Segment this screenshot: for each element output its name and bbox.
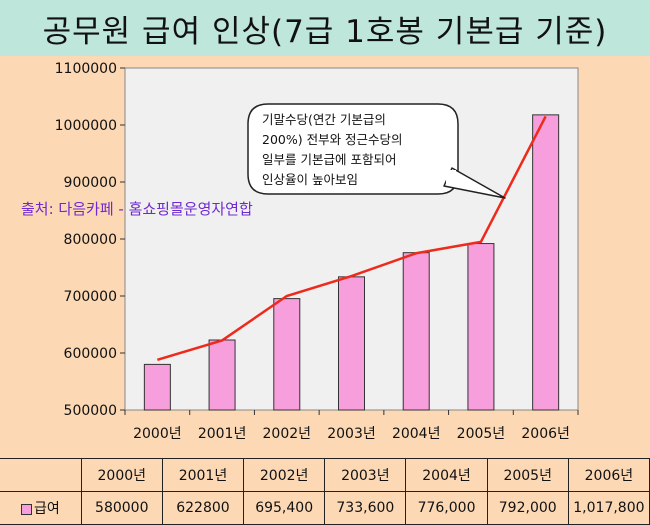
x-tick-label: 2000년 [133, 426, 182, 442]
table-cell: 622800 [161, 491, 245, 525]
x-tick-label: 2005년 [457, 426, 506, 442]
callout-line: 일부를 기본급에 포함되어 [262, 152, 396, 167]
y-tick-label: 800000 [64, 232, 117, 248]
bar [208, 339, 236, 411]
bar [402, 252, 430, 411]
table-header-cell: 2004년 [405, 458, 488, 492]
series-name: 급여 [33, 501, 60, 517]
table-header-cell: 2006년 [567, 458, 650, 492]
table-cell: 733,600 [324, 491, 407, 525]
bar [467, 243, 495, 411]
x-axis-labels: 2000년 2001년 2002년 2003년 2004년 2005년 2006년 [124, 410, 579, 442]
callout-bubble [247, 103, 459, 195]
callout-line: 200%) 전부와 정근수당의 [262, 132, 403, 147]
table-header-cell: 2001년 [161, 458, 245, 492]
source-note: 출처: 다음카페 - 홈쇼핑몰운영자연합 [21, 200, 253, 218]
table-header-cell: 2000년 [80, 458, 163, 492]
x-tick-label: 2004년 [392, 426, 441, 442]
table-corner-cell [0, 458, 82, 492]
y-tick-label: 1000000 [55, 118, 117, 134]
x-tick-label: 2001년 [198, 426, 247, 442]
y-tick-label: 900000 [64, 175, 117, 191]
table-header-row: 2000년 2001년 2002년 2003년 2004년 2005년 2006… [0, 458, 650, 492]
callout-line: 기말수당(연간 기본급의 [262, 112, 386, 127]
x-tick-label: 2006년 [521, 426, 570, 442]
table-header-cell: 2003년 [324, 458, 407, 492]
y-tick-label: 1100000 [55, 61, 117, 77]
y-tick-label: 500000 [64, 403, 117, 419]
callout-line: 인상율이 높아보임 [262, 172, 358, 187]
chart-title: 공무원 급여 인상(7급 1호봉 기본급 기준) [0, 0, 650, 56]
trend-line [156, 115, 547, 362]
y-axis-ticks: 500000 600000 700000 800000 900000 1000000 110… [55, 61, 125, 419]
bars [143, 114, 560, 411]
table-row: 급여 580000 622800 695,400 733,600 776,000… [0, 491, 650, 525]
table-header-cell: 2002년 [243, 458, 326, 492]
bar [273, 298, 301, 411]
bar [338, 276, 365, 411]
x-tick-label: 2003년 [327, 426, 376, 442]
bar [143, 363, 171, 411]
table-row-label: 급여 [0, 491, 82, 525]
table-cell: 1,017,800 [567, 491, 650, 525]
bar [532, 114, 560, 411]
y-tick-label: 700000 [64, 289, 117, 305]
table-cell: 776,000 [405, 491, 488, 525]
table-cell: 792,000 [486, 491, 569, 525]
table-header-cell: 2005년 [486, 458, 569, 492]
y-tick-label: 600000 [64, 346, 117, 362]
table-cell: 580000 [80, 491, 163, 525]
data-table: 2000년 2001년 2002년 2003년 2004년 2005년 2006… [0, 458, 650, 525]
table-cell: 695,400 [243, 491, 326, 525]
bar-chart: 500000 600000 700000 800000 900000 1000000 110… [55, 61, 579, 442]
x-tick-label: 2002년 [263, 426, 312, 442]
legend-swatch [20, 503, 32, 515]
